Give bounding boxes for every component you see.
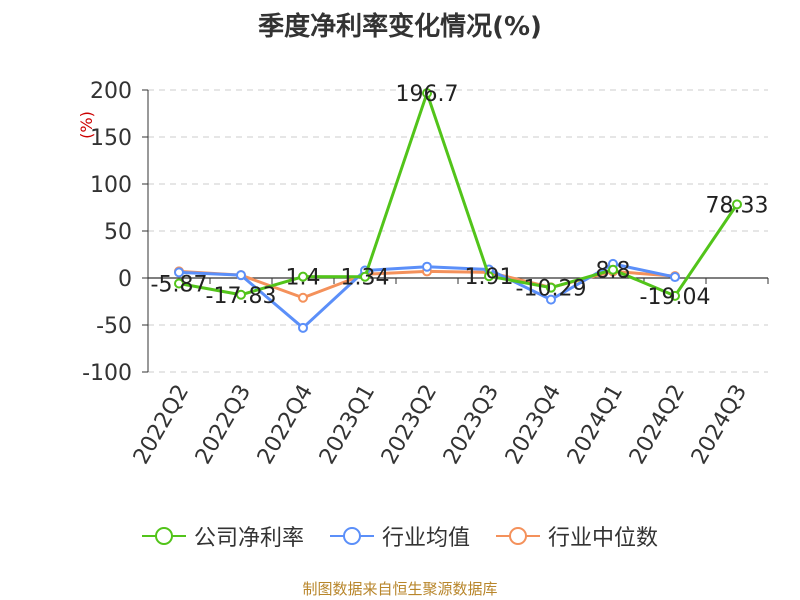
y-tick-label: 150 (90, 126, 132, 151)
data-point (360, 271, 370, 282)
data-point (174, 267, 184, 278)
line-chart: 200 150 100 50 0 -50 -100 (%) 2022Q22022Q32022Q4… (77, 79, 769, 469)
data-label: 1.34 (341, 266, 390, 291)
data-point (298, 271, 308, 282)
y-tick-label: -50 (96, 314, 132, 339)
x-tick-label: 2023Q4 (501, 381, 566, 469)
chart-title: 季度净利率变化情况(%) (258, 12, 542, 42)
data-label: 8.8 (596, 259, 631, 284)
x-tick-label: 2022Q2 (129, 381, 194, 469)
legend-item[interactable]: 公司净利率 (141, 520, 304, 552)
data-label: 196.7 (396, 82, 459, 107)
legend-label: 行业中位数 (548, 526, 659, 551)
legend-label: 公司净利率 (193, 526, 304, 551)
data-label: -10.29 (516, 277, 587, 302)
y-tick-label: 200 (90, 79, 132, 104)
x-tick-label: 2023Q2 (377, 381, 442, 469)
data-label: -5.87 (151, 273, 208, 298)
data-point (422, 261, 432, 272)
data-point (670, 290, 680, 301)
data-label: 78.33 (706, 193, 769, 218)
x-tick-label: 2022Q4 (253, 381, 318, 469)
x-tick-label: 2023Q1 (315, 381, 380, 469)
data-label: 1.4 (286, 266, 321, 291)
x-tick-label: 2022Q3 (191, 381, 256, 469)
x-tick-label: 2023Q3 (439, 381, 504, 469)
data-point (298, 292, 308, 303)
x-tick-label: 2024Q1 (563, 381, 628, 469)
data-point (608, 264, 618, 275)
y-tick-label: 50 (104, 220, 132, 245)
y-tick-label: 100 (90, 173, 132, 198)
data-label: -17.83 (206, 284, 277, 309)
legend-item[interactable]: 行业均值 (329, 520, 470, 552)
source-note: 制图数据来自恒生聚源数据库 (302, 580, 498, 598)
x-tick-label: 2024Q2 (625, 381, 690, 469)
y-axis-label: (%) (77, 111, 96, 139)
data-point (670, 272, 680, 283)
data-point (236, 270, 246, 281)
data-label: 1.91 (465, 265, 514, 290)
legend-swatch-icon (141, 527, 186, 545)
data-point (422, 88, 432, 99)
legend-swatch-icon (329, 527, 374, 545)
x-tick-label: 2024Q3 (687, 381, 752, 469)
data-point (484, 271, 494, 282)
data-point (236, 289, 246, 300)
data-label: -19.04 (640, 285, 711, 310)
legend: 公司净利率 行业均值 行业中位数 (0, 520, 800, 552)
legend-item[interactable]: 行业中位数 (496, 520, 658, 552)
data-point (298, 322, 308, 333)
y-tick-label: 0 (118, 267, 132, 292)
data-point (732, 199, 742, 210)
legend-label: 行业均值 (381, 526, 470, 551)
series-line (178, 91, 739, 298)
data-point (546, 282, 556, 293)
data-point (546, 294, 556, 305)
data-point (174, 278, 184, 289)
y-tick-label: -100 (82, 361, 132, 386)
legend-swatch-icon (496, 527, 540, 545)
